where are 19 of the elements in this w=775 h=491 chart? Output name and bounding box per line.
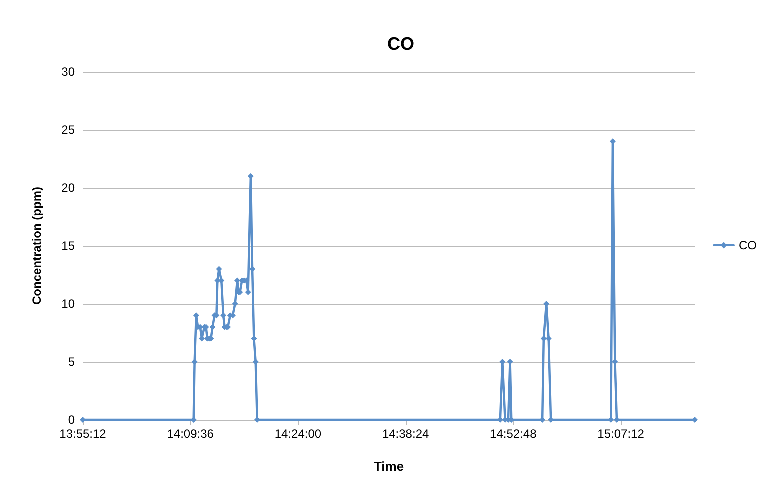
chart-title: CO [388, 34, 414, 54]
point [232, 301, 238, 307]
y-tick-label: 30 [62, 65, 76, 79]
point [192, 359, 198, 365]
y-tick-label: 20 [62, 181, 76, 195]
x-tick-label: 14:24:00 [274, 427, 322, 441]
y-tick-label: 5 [68, 355, 76, 369]
x-tick-label: 15:07:12 [598, 427, 645, 441]
x-tick-label: 14:52:48 [490, 427, 538, 441]
y-tick-label: 0 [68, 413, 76, 427]
legend-label: CO [739, 238, 757, 252]
x-tick-label: 14:09:36 [167, 427, 214, 441]
y-axis-title: Concentration (ppm) [30, 187, 44, 305]
y-tick-label: 15 [62, 239, 76, 253]
y-tick-label: 10 [62, 297, 76, 311]
x-tick-label: 13:55:12 [60, 427, 107, 441]
x-axis-title: Time [374, 459, 404, 474]
x-tick-label: 14:38:24 [382, 427, 430, 441]
y-tick-label: 25 [62, 123, 76, 137]
